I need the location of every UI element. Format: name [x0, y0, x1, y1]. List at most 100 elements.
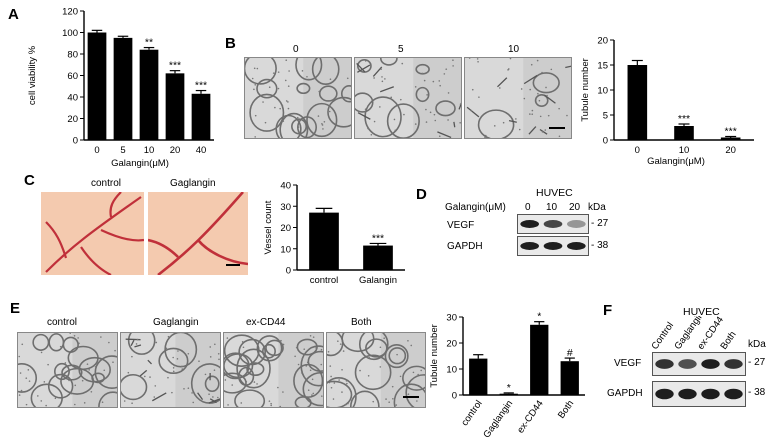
bar	[627, 65, 648, 140]
cell-dot	[131, 402, 133, 405]
x-tick-label: 0	[94, 145, 99, 156]
cell-dot	[177, 350, 179, 352]
cell-dot	[90, 391, 93, 393]
micrograph-shading	[413, 58, 461, 138]
cell-dot	[306, 361, 309, 364]
cell-branch	[209, 398, 217, 404]
tube-ring	[349, 390, 380, 407]
blot-band	[567, 220, 586, 228]
bar	[674, 126, 694, 140]
cell-dot	[502, 121, 505, 124]
cell-dot	[484, 134, 487, 137]
x-tick-label: Both	[556, 398, 576, 420]
blot-band	[678, 388, 697, 400]
cell-dot	[101, 401, 104, 403]
cell-dot	[70, 392, 73, 395]
cell-dot	[438, 80, 441, 82]
cell-dot	[545, 86, 547, 89]
cell-dot	[346, 382, 348, 385]
image-label-b-2: 10	[508, 44, 520, 55]
cam-image-galangin	[148, 192, 248, 275]
cell-dot	[45, 404, 47, 407]
cell-dot	[399, 375, 402, 378]
tube-ring	[62, 336, 79, 353]
blot-d-kda-38: - 38	[591, 240, 609, 251]
cell-dot	[327, 350, 330, 353]
y-tick-label: 30	[446, 313, 457, 324]
cell-dot	[379, 366, 382, 368]
x-tick-label: control	[310, 275, 339, 286]
cell-dot	[282, 120, 285, 122]
cell-dot	[410, 344, 413, 347]
blot-f-title: HUVEC	[683, 306, 720, 318]
cell-dot	[115, 391, 117, 394]
cell-dot	[83, 402, 86, 404]
blot-band	[567, 242, 586, 250]
blot-band	[701, 359, 720, 369]
tube-ring	[234, 389, 266, 407]
tube-ring	[246, 362, 265, 376]
cell-dot	[285, 100, 288, 102]
panel-letter-f: F	[603, 302, 613, 319]
x-tick-label: Galangin	[359, 275, 397, 286]
cell-dot	[68, 379, 70, 382]
tube-ring	[224, 352, 250, 380]
tube-ring	[61, 364, 83, 381]
cell-dot	[81, 379, 84, 382]
cell-dot	[153, 396, 156, 398]
cell-dot	[281, 104, 284, 107]
cell-dot	[320, 348, 323, 351]
panel-letter-a: A	[8, 6, 19, 23]
cell-branch	[357, 64, 371, 73]
cell-dot	[368, 356, 371, 359]
micrograph-b-2	[464, 57, 572, 139]
cell-branch	[139, 369, 148, 377]
tube-ring	[236, 348, 271, 389]
cell-dot	[394, 129, 397, 132]
bar	[165, 73, 185, 140]
cell-dot	[333, 382, 336, 384]
tube-ring	[296, 82, 311, 95]
cell-dot	[329, 365, 332, 367]
cell-dot	[468, 58, 471, 59]
cell-dot	[384, 78, 386, 80]
cell-dot	[254, 136, 256, 138]
cell-dot	[167, 376, 169, 379]
cell-dot	[191, 392, 193, 394]
blot-d-lane-0: 0	[525, 202, 531, 213]
cell-dot	[74, 384, 77, 387]
tube-ring	[279, 112, 309, 138]
cell-dot	[507, 68, 510, 70]
cell-dot	[198, 360, 200, 362]
blot-band	[724, 388, 743, 400]
cell-dot	[77, 337, 79, 339]
cell-branch	[130, 339, 135, 346]
cell-dot	[558, 135, 561, 138]
cell-dot	[254, 84, 257, 86]
cell-dot	[73, 403, 76, 406]
y-tick-label: 100	[62, 28, 78, 39]
cell-dot	[345, 403, 347, 406]
cell-dot	[40, 400, 43, 402]
panel-letter-d: D	[416, 186, 427, 203]
cell-dot	[318, 90, 321, 93]
cell-branch	[497, 77, 508, 88]
cell-dot	[274, 106, 276, 109]
cell-dot	[315, 347, 317, 349]
cell-dot	[64, 362, 67, 364]
cell-dot	[341, 391, 343, 393]
cell-dot	[301, 70, 304, 72]
tube-ring	[18, 363, 38, 393]
tube-ring	[354, 354, 392, 391]
cell-dot	[176, 358, 179, 360]
bar	[309, 212, 339, 270]
chart-e: 0 10 20 30 Tubule number control * Gaglangin * ex…	[429, 311, 585, 440]
blood-vessel	[100, 229, 144, 242]
cell-dot	[390, 96, 393, 99]
y-tick-label: 80	[67, 50, 78, 61]
tube-ring	[47, 373, 74, 399]
cell-dot	[321, 124, 324, 126]
cell-branch	[151, 392, 167, 402]
cell-dot	[328, 381, 331, 384]
cell-dot	[37, 395, 39, 397]
